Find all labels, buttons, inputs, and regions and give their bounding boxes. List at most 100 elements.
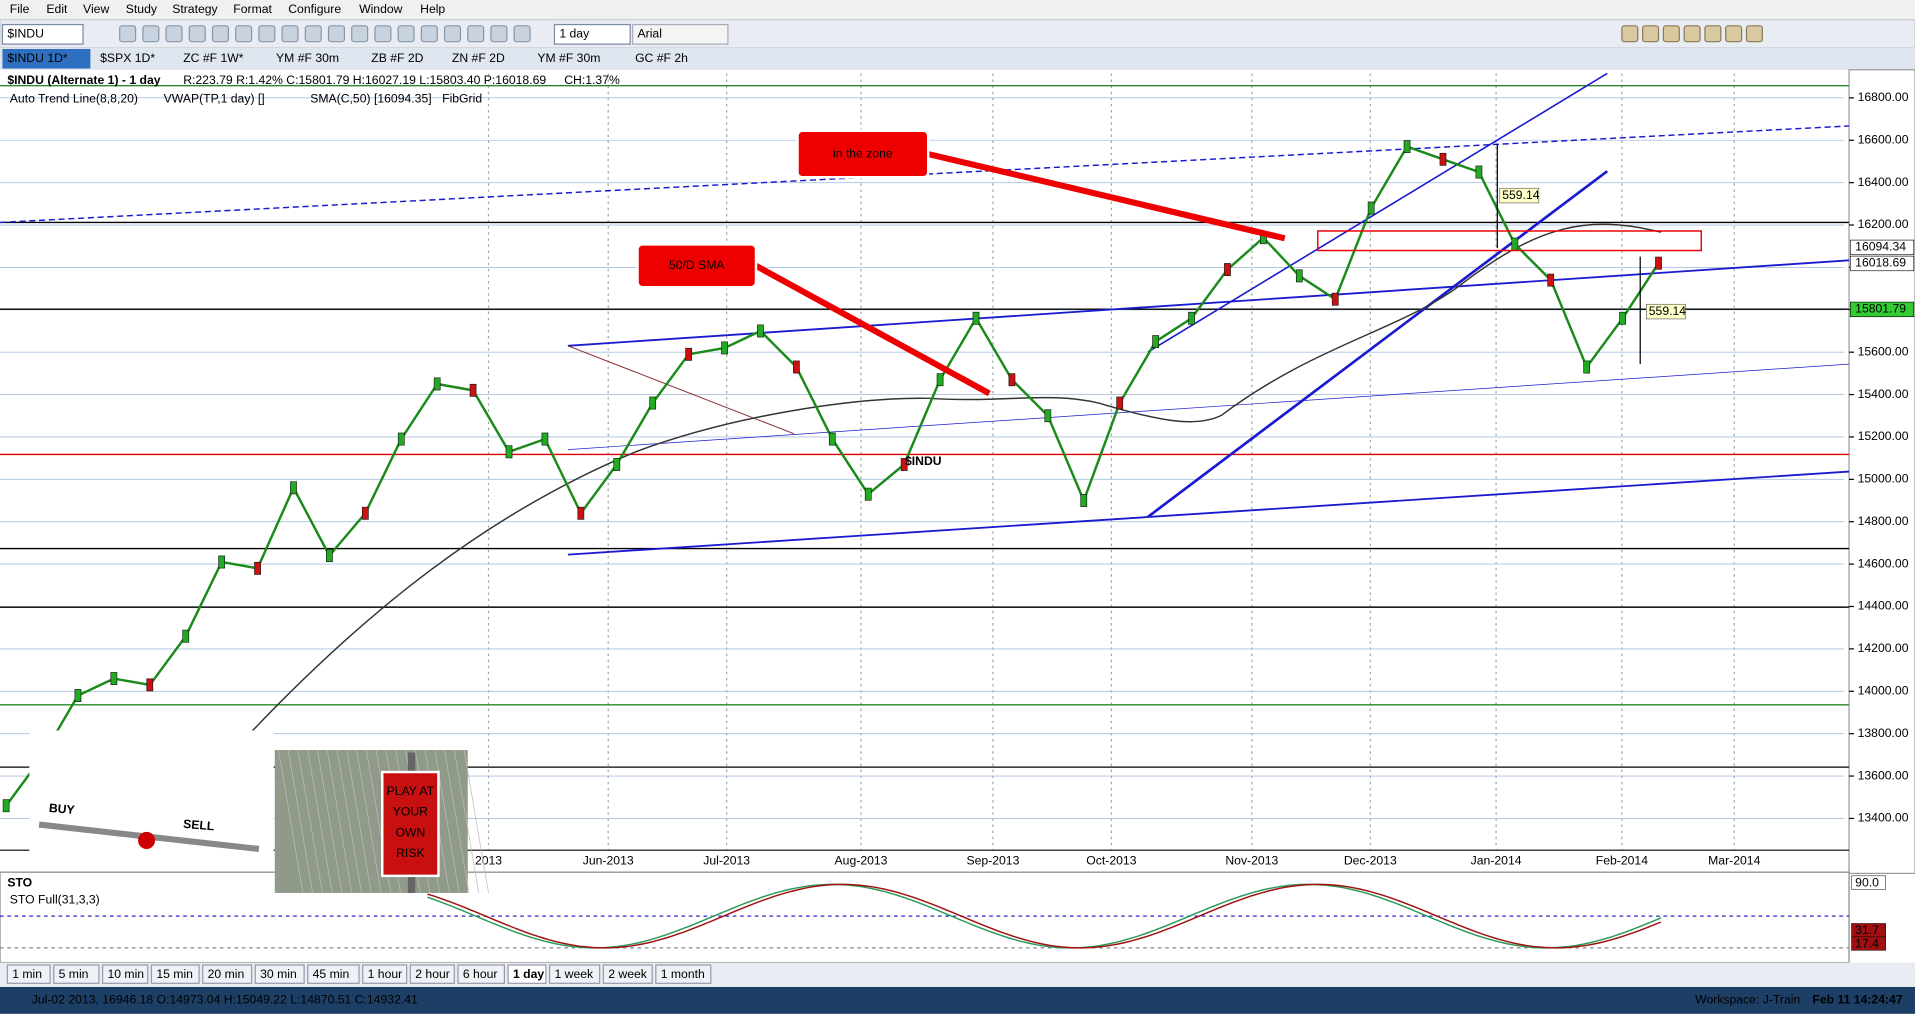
tab[interactable] bbox=[178, 49, 267, 69]
interval-label[interactable]: 6 hour bbox=[463, 967, 498, 981]
menu-item[interactable]: Help bbox=[420, 2, 445, 16]
toolbar-icon[interactable] bbox=[327, 25, 346, 43]
toolbar-icon[interactable] bbox=[1704, 25, 1722, 43]
interval-button[interactable] bbox=[457, 964, 506, 984]
y-tick-label: 14000.00 bbox=[1858, 683, 1909, 697]
toolbar-icon[interactable] bbox=[1745, 25, 1763, 43]
interval-label[interactable]: 1 day bbox=[513, 967, 544, 981]
interval-label[interactable]: 15 min bbox=[156, 967, 193, 981]
interval-button[interactable] bbox=[6, 964, 51, 984]
interval-button[interactable] bbox=[548, 964, 601, 984]
toolbar-icon[interactable] bbox=[235, 25, 253, 43]
toolbar-icon[interactable] bbox=[467, 25, 485, 43]
interval-label[interactable]: 5 min bbox=[59, 967, 89, 981]
toolbar-icon[interactable] bbox=[443, 25, 462, 43]
interval-label[interactable]: 1 min bbox=[12, 967, 42, 981]
status-quote: Jul-02 2013, 16946.18 O:14973.04 H:15049… bbox=[32, 993, 418, 1007]
symbol-input[interactable] bbox=[1, 23, 84, 45]
measure-text: 559.14 bbox=[1502, 188, 1540, 202]
toolbar-icon[interactable] bbox=[1683, 25, 1701, 43]
toolbar-icon[interactable] bbox=[119, 25, 137, 43]
price-label: 15801.79 bbox=[1855, 302, 1906, 316]
interval-button[interactable] bbox=[202, 964, 253, 984]
interval-button[interactable] bbox=[150, 964, 200, 984]
tab-label[interactable]: ZN #F 2D bbox=[452, 51, 505, 65]
interval-button[interactable] bbox=[362, 964, 408, 984]
interval-label[interactable]: 2 hour bbox=[415, 967, 450, 981]
date-label: Dec-2013 bbox=[1344, 853, 1397, 867]
toolbar-icon[interactable] bbox=[304, 25, 322, 43]
fence bbox=[287, 749, 314, 893]
toolbar-icon[interactable] bbox=[374, 25, 392, 43]
interval-text[interactable]: 1 day bbox=[559, 27, 590, 41]
tab[interactable] bbox=[271, 49, 360, 69]
toolbar-icon[interactable] bbox=[188, 25, 206, 43]
y-tick-label: 14200.00 bbox=[1858, 641, 1909, 655]
menu-item[interactable]: Study bbox=[126, 2, 158, 16]
interval-button[interactable] bbox=[307, 964, 360, 984]
menu-item[interactable]: View bbox=[83, 2, 109, 16]
interval-button[interactable] bbox=[53, 964, 100, 984]
toolbar-icon[interactable] bbox=[351, 25, 369, 43]
menu-item[interactable]: Window bbox=[359, 2, 403, 16]
menu-item[interactable]: Format bbox=[233, 2, 272, 16]
toolbar-icon[interactable] bbox=[1621, 25, 1639, 43]
tab-label[interactable]: YM #F 30m bbox=[276, 51, 339, 65]
interval-label[interactable]: 1 week bbox=[554, 967, 594, 981]
interval-button[interactable] bbox=[409, 964, 455, 984]
tab-label[interactable]: YM #F 30m bbox=[537, 51, 600, 65]
tab-label[interactable]: $SPX 1D* bbox=[100, 51, 155, 65]
interval-button[interactable] bbox=[101, 964, 149, 984]
font-text[interactable]: Arial bbox=[638, 27, 662, 41]
candle bbox=[218, 555, 225, 569]
candle bbox=[757, 324, 764, 338]
interval-label[interactable]: 2 week bbox=[608, 967, 648, 981]
tab-label[interactable]: ZB #F 2D bbox=[371, 51, 423, 65]
toolbar-icon[interactable] bbox=[397, 25, 415, 43]
toolbar-icon[interactable] bbox=[142, 25, 160, 43]
menu-item[interactable]: Edit bbox=[46, 2, 68, 16]
tab[interactable] bbox=[95, 49, 184, 69]
arrow-line bbox=[754, 263, 991, 397]
osc-line bbox=[427, 883, 1662, 949]
tab-label[interactable]: GC #F 2h bbox=[635, 51, 688, 65]
tab[interactable] bbox=[532, 49, 621, 69]
toolbar-icon[interactable] bbox=[281, 25, 299, 43]
toolbar-icon[interactable] bbox=[211, 25, 229, 43]
candle bbox=[1188, 311, 1195, 325]
tab-label[interactable]: $INDU 1D* bbox=[7, 51, 68, 65]
interval-button[interactable] bbox=[507, 964, 547, 984]
toolbar-icon[interactable] bbox=[165, 25, 183, 43]
interval-label[interactable]: 1 hour bbox=[368, 967, 403, 981]
interval-label[interactable]: 1 month bbox=[661, 967, 705, 981]
toolbar-icon[interactable] bbox=[490, 25, 508, 43]
toolbar-icon[interactable] bbox=[258, 25, 276, 43]
fence bbox=[444, 749, 470, 893]
tab[interactable] bbox=[630, 49, 719, 69]
menu-item[interactable]: Configure bbox=[288, 2, 341, 16]
interval-label[interactable]: 45 min bbox=[313, 967, 350, 981]
interval-label[interactable]: 30 min bbox=[260, 967, 297, 981]
menu-item[interactable]: File bbox=[10, 2, 30, 16]
osc-axis-label: 90.0 bbox=[1855, 875, 1879, 889]
y-tick-label: 16400.00 bbox=[1858, 175, 1909, 189]
tab-label[interactable]: ZC #F 1W* bbox=[183, 51, 244, 65]
toolbar-icon[interactable] bbox=[1642, 25, 1660, 43]
toolbar-icon[interactable] bbox=[1662, 25, 1680, 43]
toolbar-icon[interactable] bbox=[1725, 25, 1743, 43]
interval-select[interactable] bbox=[553, 23, 631, 45]
menu-item[interactable]: Strategy bbox=[172, 2, 218, 16]
toolbar-icon[interactable] bbox=[420, 25, 438, 43]
tab[interactable] bbox=[366, 49, 455, 69]
symbol-text[interactable]: $INDU bbox=[7, 27, 44, 41]
interval-button[interactable] bbox=[602, 964, 653, 984]
interval-label[interactable]: 10 min bbox=[107, 967, 144, 981]
toolbar-icon[interactable] bbox=[513, 25, 531, 43]
font-select[interactable] bbox=[632, 23, 729, 45]
interval-button[interactable] bbox=[254, 964, 305, 984]
tab[interactable] bbox=[2, 49, 91, 69]
annotation-box bbox=[796, 129, 930, 179]
interval-button[interactable] bbox=[655, 964, 712, 984]
tab[interactable] bbox=[446, 49, 535, 69]
interval-label[interactable]: 20 min bbox=[208, 967, 245, 981]
